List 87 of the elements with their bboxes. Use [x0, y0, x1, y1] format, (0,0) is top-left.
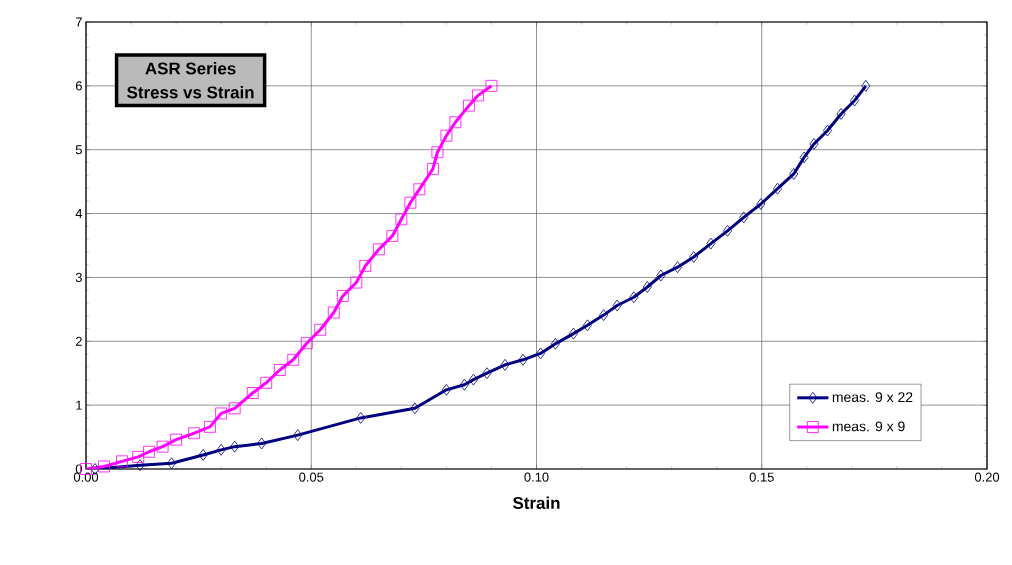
point	[246, 387, 259, 399]
point	[426, 162, 439, 175]
point	[386, 230, 399, 242]
point	[228, 402, 241, 415]
point	[536, 347, 546, 360]
point	[629, 291, 639, 304]
point	[789, 168, 799, 180]
legend-label: meas. 9 x 22	[832, 392, 913, 403]
point	[459, 378, 469, 391]
point	[98, 460, 110, 473]
point	[273, 364, 286, 376]
point	[463, 99, 475, 112]
legend-label: meas. 9 x 9	[832, 421, 905, 432]
point	[287, 353, 300, 366]
point	[550, 337, 560, 350]
point	[170, 433, 182, 446]
point	[706, 237, 716, 250]
point	[642, 281, 652, 293]
point	[739, 211, 749, 224]
y-tick-label: 3	[75, 272, 82, 283]
point	[132, 450, 145, 463]
x-tick-label: 0.15	[749, 472, 774, 482]
x-tick-label: 0.05	[299, 472, 324, 482]
point	[135, 459, 145, 472]
point	[198, 449, 208, 461]
point	[293, 429, 303, 442]
point	[756, 198, 766, 210]
point	[568, 327, 578, 340]
point	[599, 309, 609, 321]
y-tick-label: 7	[75, 17, 82, 27]
point	[612, 299, 622, 312]
x-axis-title: Strain	[512, 496, 560, 509]
point	[410, 402, 420, 415]
point	[485, 79, 498, 92]
y-tick-label: 2	[75, 336, 82, 346]
point	[809, 138, 819, 150]
point	[143, 445, 155, 458]
point	[167, 457, 177, 470]
text: Stress vs Strain	[127, 85, 254, 99]
x-tick-label: 0.20	[974, 472, 1000, 482]
point	[472, 89, 484, 102]
point	[327, 306, 340, 319]
point	[372, 243, 385, 256]
point	[441, 383, 451, 396]
point	[656, 269, 666, 282]
point	[350, 276, 363, 289]
point	[431, 146, 444, 159]
y-tick-label: 6	[75, 81, 82, 91]
point	[836, 108, 846, 120]
point	[482, 367, 492, 380]
text: ASR Series	[145, 62, 236, 75]
point	[468, 373, 478, 386]
point	[440, 129, 453, 142]
y-tick-label: 1	[76, 400, 82, 410]
point	[861, 79, 871, 92]
point	[336, 290, 349, 302]
point	[359, 260, 372, 272]
point	[260, 376, 273, 389]
x-tick-label: 0.10	[524, 472, 549, 482]
point	[413, 183, 426, 196]
point	[799, 151, 809, 164]
point	[582, 319, 592, 332]
x-tick-label: 0.00	[73, 472, 99, 482]
point	[500, 359, 510, 371]
point	[672, 261, 683, 274]
point	[449, 116, 462, 129]
point	[257, 437, 267, 450]
point	[188, 427, 201, 440]
point	[314, 323, 327, 336]
point	[230, 440, 240, 453]
point	[216, 443, 226, 456]
point	[356, 412, 366, 424]
point	[203, 420, 216, 433]
point	[773, 182, 783, 195]
point	[823, 124, 833, 137]
y-tick-label: 4	[75, 209, 83, 219]
point	[215, 407, 228, 420]
point	[518, 353, 528, 366]
point	[156, 440, 169, 453]
point	[850, 94, 860, 107]
point	[300, 337, 313, 350]
point	[395, 213, 408, 226]
y-tick-label: 5	[75, 145, 82, 155]
point	[404, 196, 417, 209]
point	[116, 455, 128, 468]
point	[689, 251, 699, 263]
point	[722, 224, 733, 237]
